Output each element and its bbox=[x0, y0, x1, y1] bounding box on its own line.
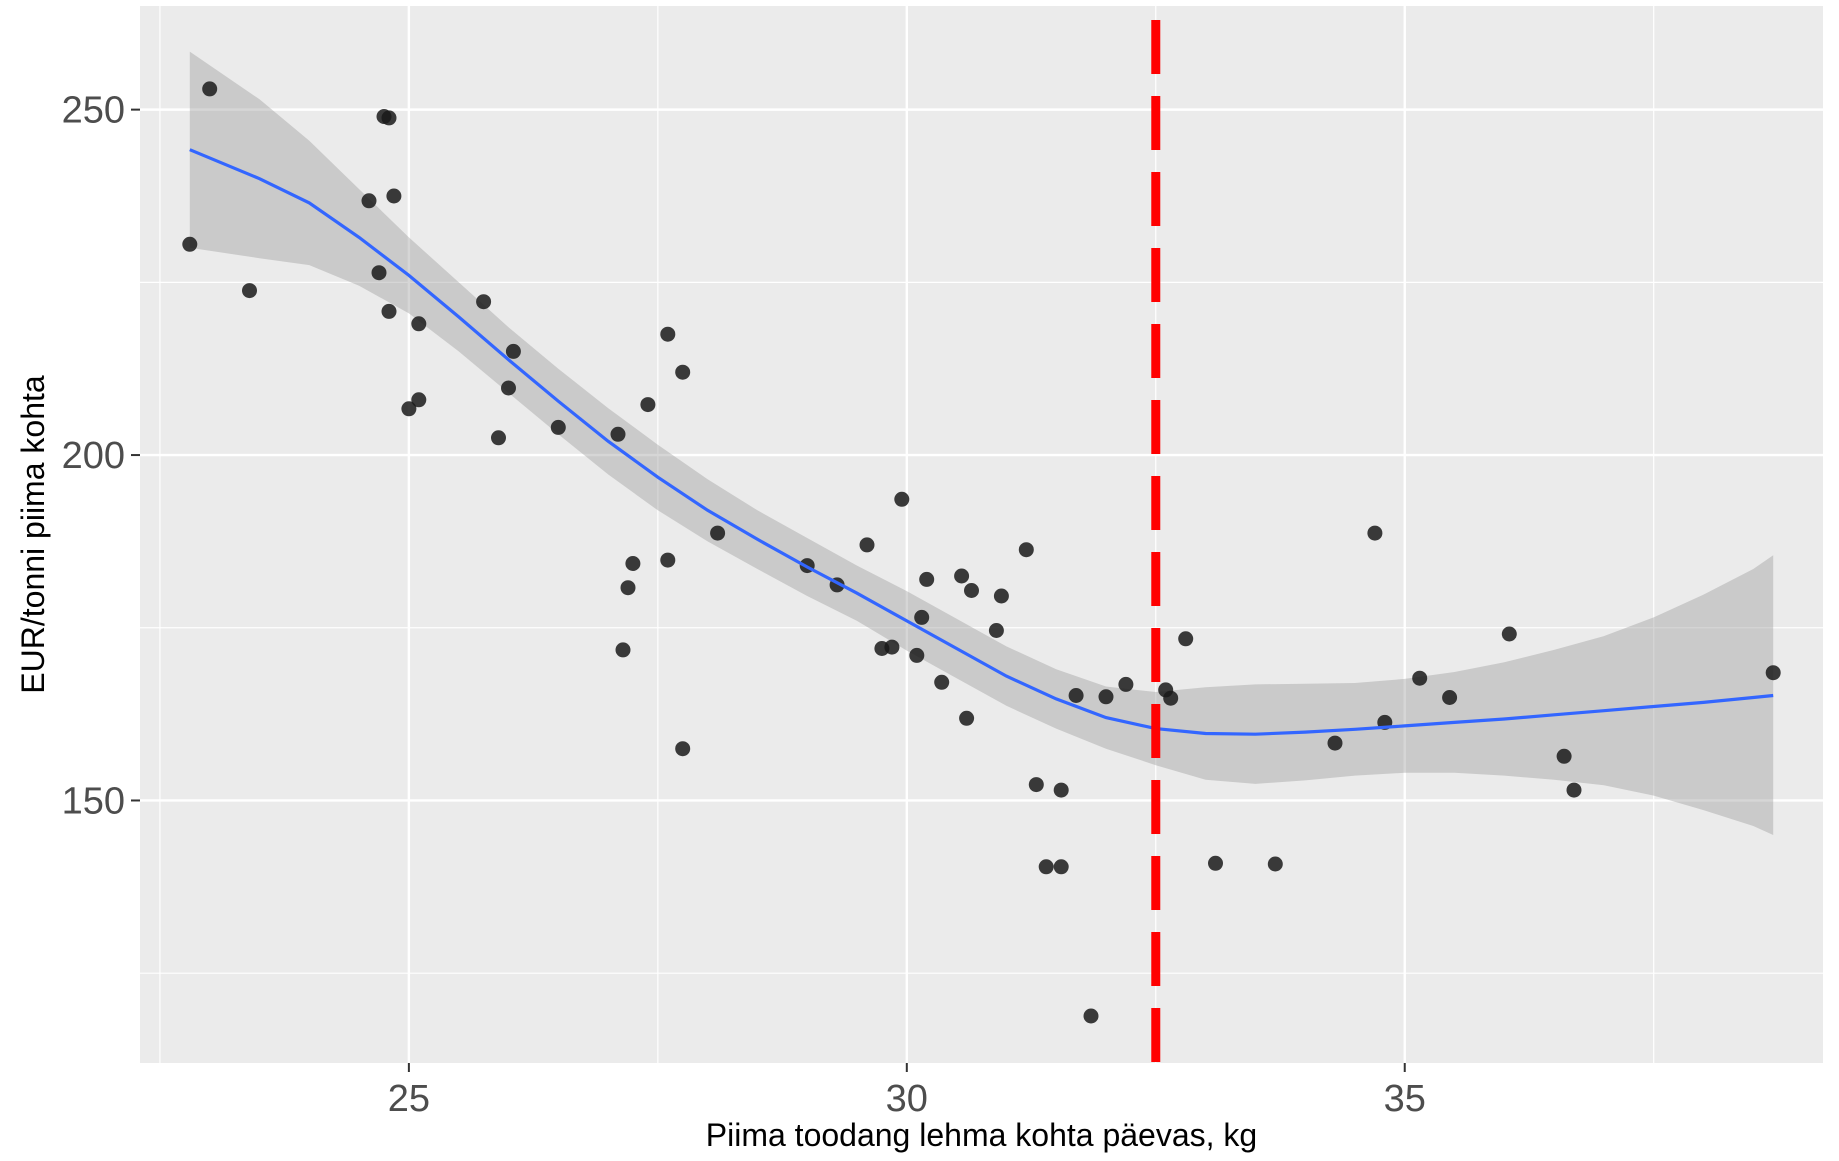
data-point bbox=[620, 580, 636, 596]
data-point bbox=[934, 674, 950, 690]
data-point bbox=[1267, 856, 1283, 872]
data-point bbox=[660, 326, 676, 342]
data-point bbox=[660, 552, 676, 568]
data-point bbox=[411, 392, 427, 408]
data-point bbox=[371, 265, 387, 281]
data-point bbox=[1118, 676, 1134, 692]
data-point bbox=[610, 426, 626, 442]
axes: 25 30 35 150 200 250 bbox=[62, 90, 1426, 1120]
data-point bbox=[710, 525, 726, 541]
data-point bbox=[884, 639, 900, 655]
x-tick-label: 35 bbox=[1384, 1078, 1426, 1120]
data-point bbox=[361, 193, 377, 209]
y-tick-label: 150 bbox=[62, 780, 125, 822]
data-point bbox=[894, 491, 910, 507]
grid-lines bbox=[140, 6, 1823, 1063]
x-tick-label: 30 bbox=[886, 1078, 928, 1120]
data-point bbox=[1018, 542, 1034, 558]
data-point bbox=[1053, 782, 1069, 798]
data-point bbox=[909, 647, 925, 663]
data-point bbox=[1038, 859, 1054, 875]
y-axis-label: EUR/tonni piima kohta bbox=[15, 375, 51, 694]
data-point bbox=[988, 623, 1004, 638]
data-point bbox=[1068, 688, 1084, 703]
plot-panel bbox=[140, 6, 1823, 1063]
confidence-band bbox=[189, 51, 1774, 836]
data-point bbox=[1083, 1008, 1099, 1024]
confidence-ribbon-layer bbox=[189, 51, 1774, 836]
data-point bbox=[954, 568, 970, 584]
data-point bbox=[476, 294, 492, 310]
data-point bbox=[675, 364, 691, 380]
data-point bbox=[1208, 855, 1223, 871]
smooth-line-layer bbox=[189, 148, 1774, 736]
data-point bbox=[1412, 670, 1428, 686]
data-point bbox=[1442, 690, 1458, 705]
data-point bbox=[411, 316, 427, 332]
data-point bbox=[964, 583, 979, 598]
data-point bbox=[1028, 777, 1044, 793]
data-point bbox=[381, 303, 397, 319]
data-point bbox=[959, 710, 975, 726]
data-point bbox=[501, 380, 516, 396]
data-point bbox=[640, 397, 656, 413]
data-point bbox=[491, 430, 506, 446]
data-point bbox=[1556, 748, 1572, 764]
data-point bbox=[919, 571, 935, 587]
data-point bbox=[859, 537, 875, 553]
y-tick-label: 200 bbox=[62, 435, 125, 477]
data-point bbox=[1765, 665, 1781, 681]
data-point bbox=[505, 343, 521, 359]
data-point bbox=[1053, 859, 1069, 875]
data-point bbox=[1501, 626, 1517, 642]
x-tick-label: 25 bbox=[388, 1078, 430, 1120]
data-point bbox=[242, 283, 257, 299]
data-point bbox=[381, 110, 397, 126]
x-axis-label: Piima toodang lehma kohta päevas, kg bbox=[706, 1117, 1257, 1153]
data-point bbox=[993, 588, 1009, 604]
smooth-trend-line bbox=[189, 148, 1774, 736]
data-point bbox=[1098, 689, 1114, 705]
data-point bbox=[615, 642, 631, 658]
data-point bbox=[202, 81, 218, 97]
data-point bbox=[1327, 735, 1343, 751]
data-point bbox=[1367, 525, 1383, 541]
data-point bbox=[1178, 631, 1194, 647]
data-point bbox=[386, 188, 402, 204]
data-point bbox=[914, 609, 930, 625]
data-point bbox=[625, 556, 641, 571]
data-point bbox=[182, 236, 198, 252]
data-point bbox=[1163, 690, 1179, 706]
y-tick-label: 250 bbox=[62, 90, 125, 132]
data-point bbox=[1566, 782, 1582, 798]
data-point bbox=[401, 401, 417, 417]
data-point bbox=[550, 419, 566, 435]
data-point bbox=[675, 741, 691, 757]
